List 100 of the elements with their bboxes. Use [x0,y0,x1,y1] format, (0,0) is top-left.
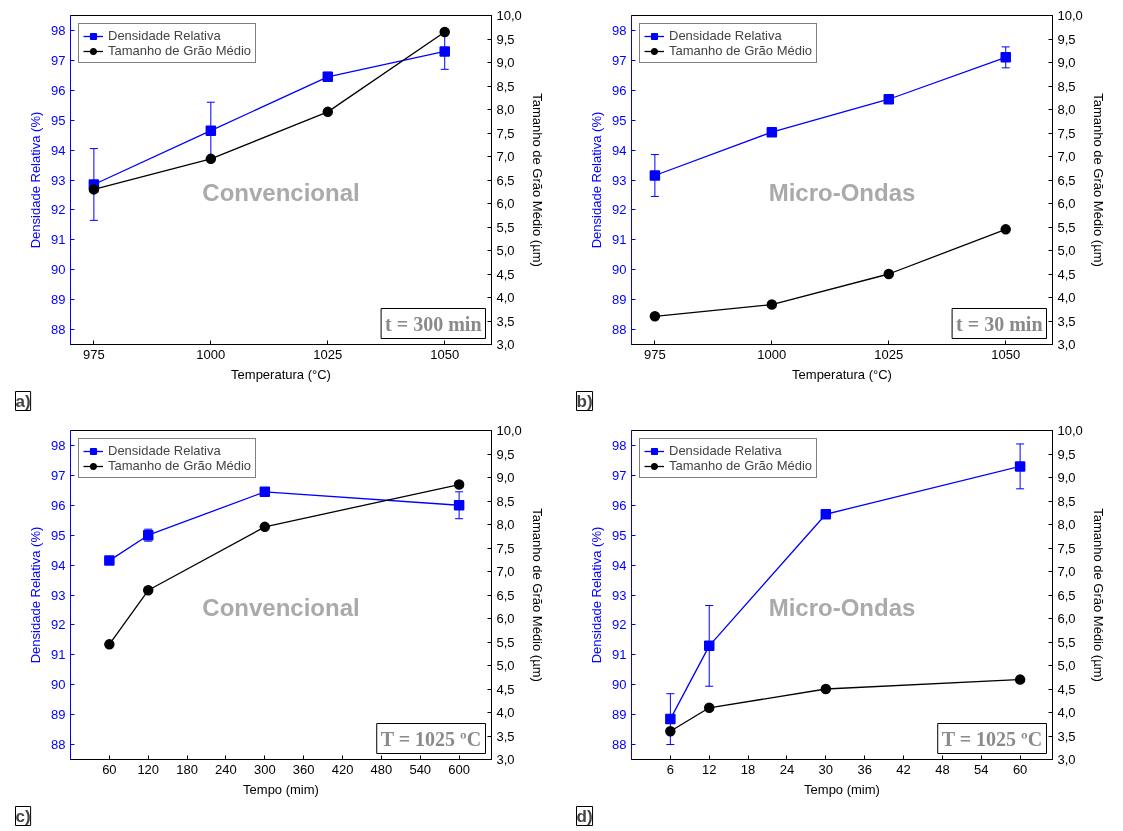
y2-tick-label: 7,5 [1057,125,1076,141]
x-tick-label: 60 [102,761,117,777]
y-tick-label: 95 [51,527,66,543]
y2-tick-label: 4,0 [496,705,515,720]
text: b) [576,391,593,411]
x-tick-label: 1000 [196,346,226,362]
y2-tick-label: 6,5 [1057,587,1076,603]
y2-tick-label: 6,5 [496,172,515,188]
x-tick-label: 240 [215,761,237,777]
text: a) [15,391,31,411]
x-tick-label: 180 [176,761,198,777]
x-axis-title: Temperatura (°C) [792,366,892,382]
y-axis-title: Densidade Relativa (%) [28,526,44,664]
y-tick-label: 90 [612,262,627,278]
y-tick-label: 92 [612,617,627,633]
legend-label: Densidade Relativa [669,28,782,43]
y2-tick-label: 9,0 [1057,55,1076,70]
text: d) [576,806,593,826]
y-tick-label: 94 [612,142,627,158]
x-tick-label: 540 [409,761,432,777]
y-tick-label: 97 [51,467,66,483]
annotation: T = 1025 ºC [941,727,1043,750]
y2-tick-label: 3,5 [1057,728,1076,744]
y2-tick-label: 4,0 [1057,705,1076,720]
y2-tick-label: 4,5 [1057,266,1076,282]
y-tick-label: 89 [612,707,627,723]
x-tick-label: 6 [666,761,674,777]
x-tick-label: 975 [83,346,105,362]
y-tick-label: 93 [51,587,66,603]
y-tick-label: 98 [51,437,66,453]
legend-label: Tamanho de Grão Médio [669,43,813,58]
y-tick-label: 94 [612,557,627,573]
y-tick-label: 90 [612,677,627,693]
y2-tick-label: 6,5 [1057,172,1076,188]
x-tick-label: 1025 [313,346,343,362]
y2-tick-label: 7,0 [1057,564,1076,579]
x-tick-label: 24 [779,761,795,777]
y2-tick-label: 4,0 [496,290,515,305]
y-axis-title: Densidade Relativa (%) [589,111,605,249]
y-tick-label: 96 [612,82,627,98]
y2-tick-label: 8,0 [1057,102,1076,117]
annotation: Convencional [202,594,360,622]
y2-tick-label: 4,0 [1057,290,1076,305]
y2-axis-title: Tamanho de Grão Médio (µm) [529,93,545,267]
annotation: t = 30 min [956,312,1043,335]
x-tick-label: 1050 [430,346,460,362]
y2-tick-label: 9,5 [1057,446,1076,462]
y2-tick-label: 8,5 [1057,493,1076,509]
y2-tick-label: 5,0 [1057,243,1076,258]
y-tick-label: 88 [51,737,66,753]
y2-tick-label: 5,0 [496,658,515,673]
y2-tick-label: 3,0 [1057,752,1076,767]
x-tick-label: 600 [448,761,470,777]
annotation: T = 1025 ºC [380,727,482,750]
x-tick-label: 36 [857,761,872,777]
legend-label: Densidade Relativa [108,28,221,43]
y-tick-label: 96 [51,497,66,513]
x-tick-label: 54 [974,761,989,777]
y2-tick-label: 9,0 [496,55,515,70]
y2-tick-label: 8,5 [496,78,515,94]
y2-axis-title: Tamanho de Grão Médio (µm) [1090,508,1106,682]
y-tick-label: 92 [612,202,627,218]
y2-tick-label: 8,0 [496,517,515,532]
y2-tick-label: 8,0 [1057,517,1076,532]
x-axis-title: Tempo (mim) [804,781,880,797]
y2-axis-title: Tamanho de Grão Médio (µm) [1090,93,1106,267]
y2-tick-label: 8,5 [496,493,515,509]
y2-tick-label: 7,0 [1057,149,1076,164]
y-tick-label: 97 [612,467,627,483]
y2-tick-label: 6,5 [496,587,515,603]
y2-tick-label: 4,5 [496,681,515,697]
x-tick-label: 12 [701,761,717,777]
y2-tick-label: 5,5 [1057,219,1076,235]
y-tick-label: 90 [51,677,66,693]
y2-tick-label: 5,5 [496,634,515,650]
y2-tick-label: 3,5 [1057,313,1076,329]
x-tick-label: 360 [292,761,315,777]
y2-tick-label: 3,0 [496,337,515,352]
legend-label: Tamanho de Grão Médio [108,458,252,473]
annotation: t = 300 min [385,312,482,335]
y2-tick-label: 9,0 [1057,470,1076,485]
y2-tick-label: 3,5 [496,728,515,744]
x-tick-label: 1025 [874,346,904,362]
y2-tick-label: 4,5 [1057,681,1076,697]
x-tick-label: 48 [935,761,950,777]
annotation: Micro-Ondas [768,594,916,622]
y-tick-label: 93 [51,172,66,188]
y-tick-label: 91 [612,647,627,663]
y-tick-label: 88 [51,322,66,338]
y-tick-label: 88 [612,322,627,338]
y2-tick-label: 6,0 [1057,196,1076,211]
y-tick-label: 91 [612,232,627,248]
y-tick-label: 96 [51,82,66,98]
y2-tick-label: 5,5 [1057,634,1076,650]
y-tick-label: 93 [612,172,627,188]
y-tick-label: 93 [612,587,627,603]
legend-label: Tamanho de Grão Médio [669,458,813,473]
y-tick-label: 98 [51,22,66,38]
y-tick-label: 92 [51,202,66,218]
x-tick-label: 480 [370,761,393,777]
